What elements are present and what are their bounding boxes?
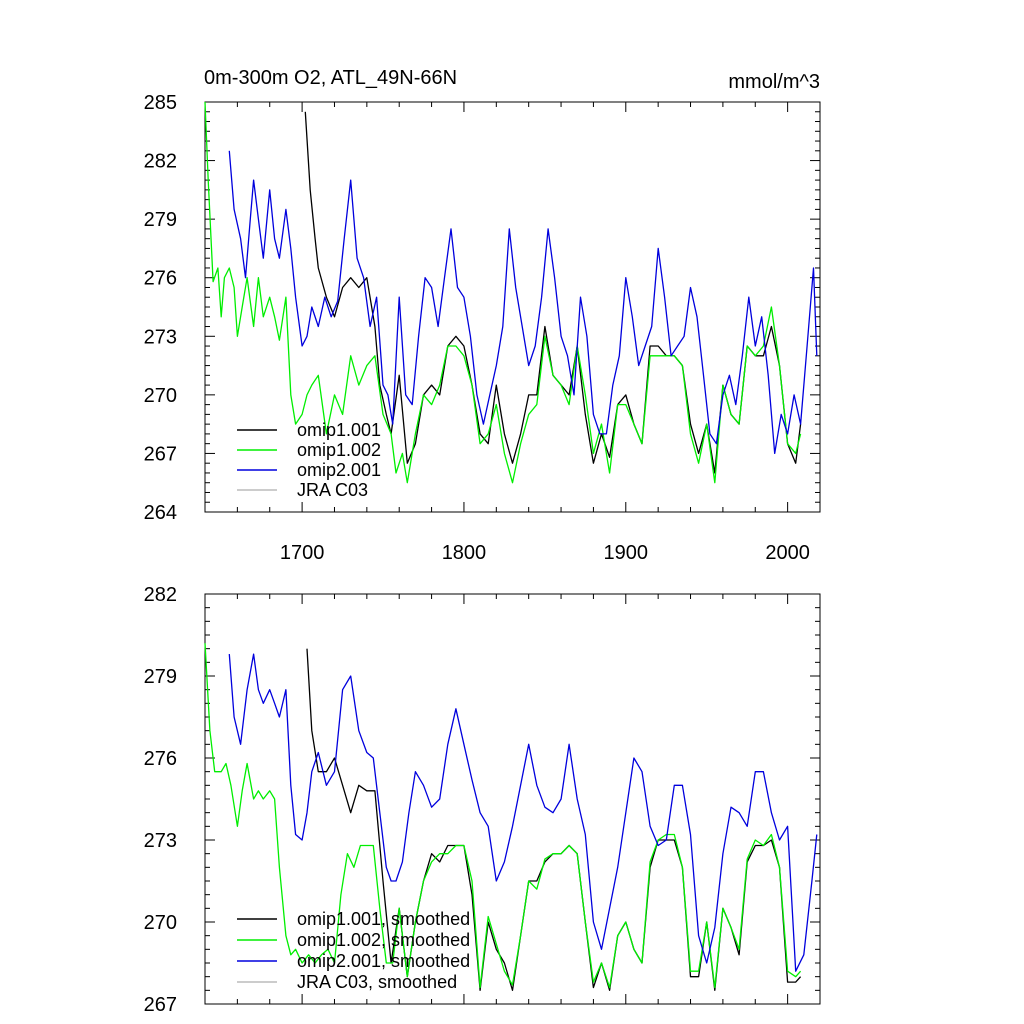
- x-tick-label: 2000: [765, 542, 810, 564]
- y-tick-label: 279: [144, 209, 177, 231]
- x-tick-label: 1900: [604, 542, 649, 564]
- series-line-omip1-001: [304, 111, 802, 474]
- y-tick-label: 270: [144, 912, 177, 934]
- top-panel-ticks: [204, 101, 821, 513]
- y-tick-label: 279: [144, 666, 177, 688]
- legend-label: omip1.002, smoothed: [297, 930, 470, 950]
- series-line-omip2-001-smoothed: [228, 653, 818, 972]
- series-line-omip1-002-smoothed: [204, 643, 802, 989]
- legend-label: JRA C03, smoothed: [297, 972, 457, 992]
- bottom-panel-y-tick-labels: 267 270 273 276 279 282: [144, 584, 177, 1016]
- y-tick-label: 282: [144, 151, 177, 173]
- y-tick-label: 273: [144, 830, 177, 852]
- bottom-panel-series: [204, 643, 818, 991]
- series-line-omip2-001: [228, 150, 818, 455]
- y-tick-label: 264: [144, 502, 177, 524]
- series-line-omip1-002: [204, 101, 802, 484]
- y-tick-label: 273: [144, 326, 177, 348]
- legend-label: omip2.001: [297, 460, 381, 480]
- top-panel-units: mmol/m^3: [728, 71, 820, 93]
- top-panel-series: [204, 101, 818, 484]
- bottom-panel-ticks: [204, 593, 821, 1005]
- y-tick-label: 267: [144, 994, 177, 1016]
- legend-label: omip1.001: [297, 420, 381, 440]
- y-tick-label: 285: [144, 92, 177, 114]
- legend-label: omip1.002: [297, 440, 381, 460]
- y-tick-label: 270: [144, 385, 177, 407]
- legend-label: JRA C03: [297, 480, 368, 500]
- top-panel-title: 0m-300m O2, ATL_49N-66N: [204, 67, 457, 89]
- y-tick-label: 276: [144, 268, 177, 290]
- legend-label: omip1.001, smoothed: [297, 909, 470, 929]
- top-panel: 0m-300m O2, ATL_49N-66N mmol/m^3 2642672…: [144, 67, 821, 564]
- top-panel-x-tick-labels: 1700 1800 1900 2000: [280, 542, 810, 564]
- y-tick-label: 276: [144, 748, 177, 770]
- x-tick-label: 1700: [280, 542, 325, 564]
- legend-label: omip2.001, smoothed: [297, 951, 470, 971]
- x-tick-label: 1800: [442, 542, 487, 564]
- top-panel-y-tick-labels: 264 267 270 273 276 279 282 285: [144, 92, 177, 524]
- y-tick-label: 282: [144, 584, 177, 606]
- y-tick-label: 267: [144, 443, 177, 465]
